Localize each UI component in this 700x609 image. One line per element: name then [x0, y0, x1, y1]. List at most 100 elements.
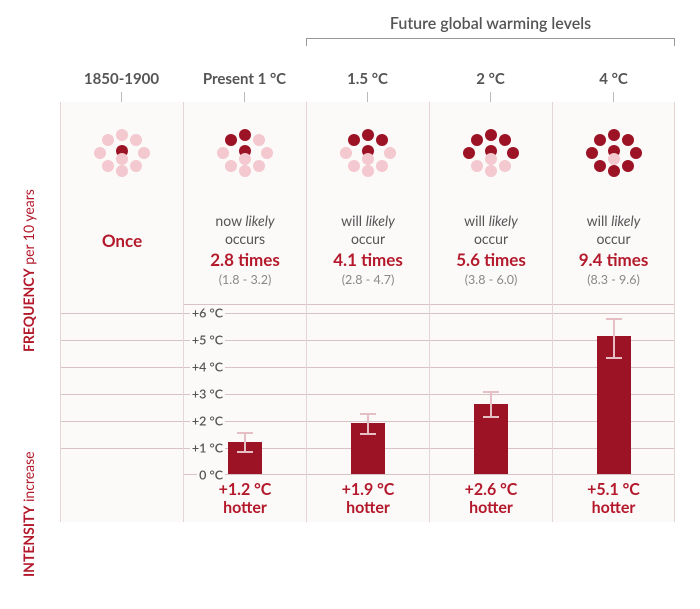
gridline [61, 313, 183, 314]
header-ticks [60, 92, 682, 102]
y-label-intensity-sub: increase [20, 451, 37, 505]
frequency-text: now likelyoccurs2.8 times(1.8 - 3.2) [184, 212, 306, 304]
y-label-frequency: FREQUENCY per 10 years [20, 189, 37, 352]
scenario-column: Once [60, 102, 183, 522]
future-warming-label: Future global warming levels [306, 14, 675, 33]
event-dot-filled [594, 160, 606, 172]
event-dot-empty [485, 165, 497, 177]
intensity-chart [61, 304, 183, 474]
event-dot-filled [471, 134, 483, 146]
frequency-once-label: Once [65, 230, 179, 251]
scenario-column: will likelyoccur9.4 times(8.3 - 9.6)+5.1… [552, 102, 675, 522]
event-dot-empty [116, 129, 128, 141]
scenario-column: now likelyoccurs2.8 times(1.8 - 3.2)0 °C… [183, 102, 306, 522]
intensity-bar-label: +1.9 °Chotter [307, 474, 429, 522]
intensity-bar-label [61, 474, 183, 522]
columns: Oncenow likelyoccurs2.8 times(1.8 - 3.2)… [60, 102, 675, 522]
event-dot-empty [130, 160, 142, 172]
frequency-dot-cluster [61, 102, 183, 212]
event-dot-empty [376, 160, 388, 172]
scenario-column: will likelyoccur4.1 times(2.8 - 4.7) +1.9… [306, 102, 429, 522]
header-tick [429, 92, 552, 102]
event-dot-empty [608, 153, 620, 165]
event-dot-empty [94, 147, 106, 159]
frequency-range: (8.3 - 9.6) [557, 272, 670, 288]
frequency-dot-cluster [307, 102, 429, 212]
frequency-times: 9.4 times [557, 249, 670, 270]
frequency-text: will likelyoccur4.1 times(2.8 - 4.7) [307, 212, 429, 304]
event-dot-empty [384, 147, 396, 159]
event-dot-filled [485, 129, 497, 141]
event-dot-filled [348, 134, 360, 146]
event-dot-empty [130, 134, 142, 146]
event-dot-empty [253, 160, 265, 172]
event-dot-filled [499, 134, 511, 146]
bar-wrap [307, 305, 429, 474]
frequency-line2: occur [557, 230, 670, 248]
frequency-dot-cluster [553, 102, 674, 212]
error-bar [606, 318, 622, 358]
error-bar [360, 413, 376, 435]
frequency-times: 4.1 times [311, 249, 425, 270]
event-dot-empty [102, 160, 114, 172]
event-dot-filled [622, 160, 634, 172]
event-dot-empty [102, 134, 114, 146]
event-dot-empty [499, 160, 511, 172]
y-label-intensity-strong: INTENSITY [20, 506, 37, 577]
header-tick [60, 92, 183, 102]
error-bar [483, 391, 499, 418]
event-dot-empty [138, 147, 150, 159]
gridline [61, 421, 183, 422]
event-dot-empty [261, 147, 273, 159]
frequency-range: (3.8 - 6.0) [434, 272, 548, 288]
bar-wrap [184, 305, 306, 474]
gridline [61, 340, 183, 341]
event-dot-empty [485, 153, 497, 165]
error-bar [237, 432, 253, 454]
y-label-intensity: INTENSITY increase [20, 451, 37, 577]
event-dot-filled [608, 129, 620, 141]
frequency-line1: will likely [557, 212, 670, 230]
event-dot-empty [340, 147, 352, 159]
event-dot-filled [586, 147, 598, 159]
frequency-range: (1.8 - 3.2) [188, 272, 302, 288]
frequency-text: will likelyoccur5.6 times(3.8 - 6.0) [430, 212, 552, 304]
event-dot-filled [463, 147, 475, 159]
frequency-line1: will likely [311, 212, 425, 230]
event-dot-empty [348, 160, 360, 172]
header-row: Future global warming levels [60, 14, 682, 78]
intensity-chart [553, 304, 674, 474]
event-dot-filled [376, 134, 388, 146]
frequency-times: 5.6 times [434, 249, 548, 270]
event-dot-filled [239, 129, 251, 141]
event-dot-empty [471, 160, 483, 172]
event-dot-filled [225, 134, 237, 146]
frequency-line2: occur [311, 230, 425, 248]
bar-wrap [430, 305, 552, 474]
frequency-dot-cluster [184, 102, 306, 212]
frequency-text: will likelyoccur9.4 times (8.3 - 9.6) [553, 212, 674, 304]
event-dot-empty [116, 153, 128, 165]
y-label-frequency-sub: per 10 years [20, 189, 37, 268]
frequency-line2: occur [434, 230, 548, 248]
event-dot-empty [362, 165, 374, 177]
gridline [61, 367, 183, 368]
header-tick [552, 92, 675, 102]
frequency-line2: occurs [188, 230, 302, 248]
event-dot-filled [594, 134, 606, 146]
future-bracket-line [306, 38, 675, 46]
event-dot-empty [225, 160, 237, 172]
y-label-frequency-strong: FREQUENCY [20, 268, 37, 352]
gridline [61, 394, 183, 395]
infographic-root: Future global warming levels 1850-1900Pr… [0, 0, 700, 544]
bar-wrap [553, 305, 674, 474]
frequency-text: Once [61, 212, 183, 304]
event-dot-filled [630, 147, 642, 159]
event-dot-empty [239, 165, 251, 177]
event-dot-filled [362, 129, 374, 141]
intensity-chart: 0 °C+1 °C+2 °C+3 °C+4 °C+5 °C+6 °C [184, 304, 306, 474]
intensity-chart [430, 304, 552, 474]
header-tick [183, 92, 306, 102]
event-dot-filled [507, 147, 519, 159]
frequency-dot-cluster [430, 102, 552, 212]
